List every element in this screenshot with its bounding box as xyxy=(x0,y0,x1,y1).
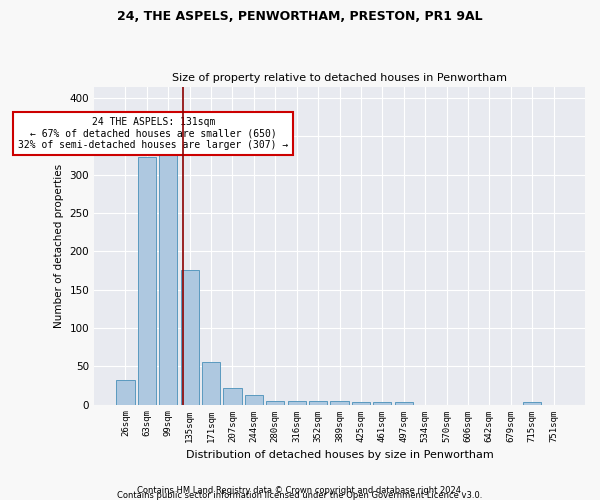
Text: 24, THE ASPELS, PENWORTHAM, PRESTON, PR1 9AL: 24, THE ASPELS, PENWORTHAM, PRESTON, PR1… xyxy=(117,10,483,23)
Bar xyxy=(266,400,284,404)
Bar xyxy=(395,402,413,404)
Bar xyxy=(523,402,541,404)
Bar xyxy=(245,394,263,404)
Bar xyxy=(223,388,242,404)
Text: Contains public sector information licensed under the Open Government Licence v3: Contains public sector information licen… xyxy=(118,491,482,500)
Bar xyxy=(116,380,134,404)
Text: 24 THE ASPELS: 131sqm
← 67% of detached houses are smaller (650)
32% of semi-det: 24 THE ASPELS: 131sqm ← 67% of detached … xyxy=(18,117,289,150)
Title: Size of property relative to detached houses in Penwortham: Size of property relative to detached ho… xyxy=(172,73,507,83)
Bar xyxy=(159,148,178,405)
Bar xyxy=(202,362,220,405)
Y-axis label: Number of detached properties: Number of detached properties xyxy=(54,164,64,328)
Bar xyxy=(352,402,370,404)
Bar xyxy=(287,400,306,404)
Bar xyxy=(181,270,199,404)
Text: Contains HM Land Registry data © Crown copyright and database right 2024.: Contains HM Land Registry data © Crown c… xyxy=(137,486,463,495)
Bar xyxy=(309,400,327,404)
Bar xyxy=(373,402,391,404)
Bar xyxy=(138,157,156,404)
Bar xyxy=(331,402,349,404)
X-axis label: Distribution of detached houses by size in Penwortham: Distribution of detached houses by size … xyxy=(185,450,493,460)
